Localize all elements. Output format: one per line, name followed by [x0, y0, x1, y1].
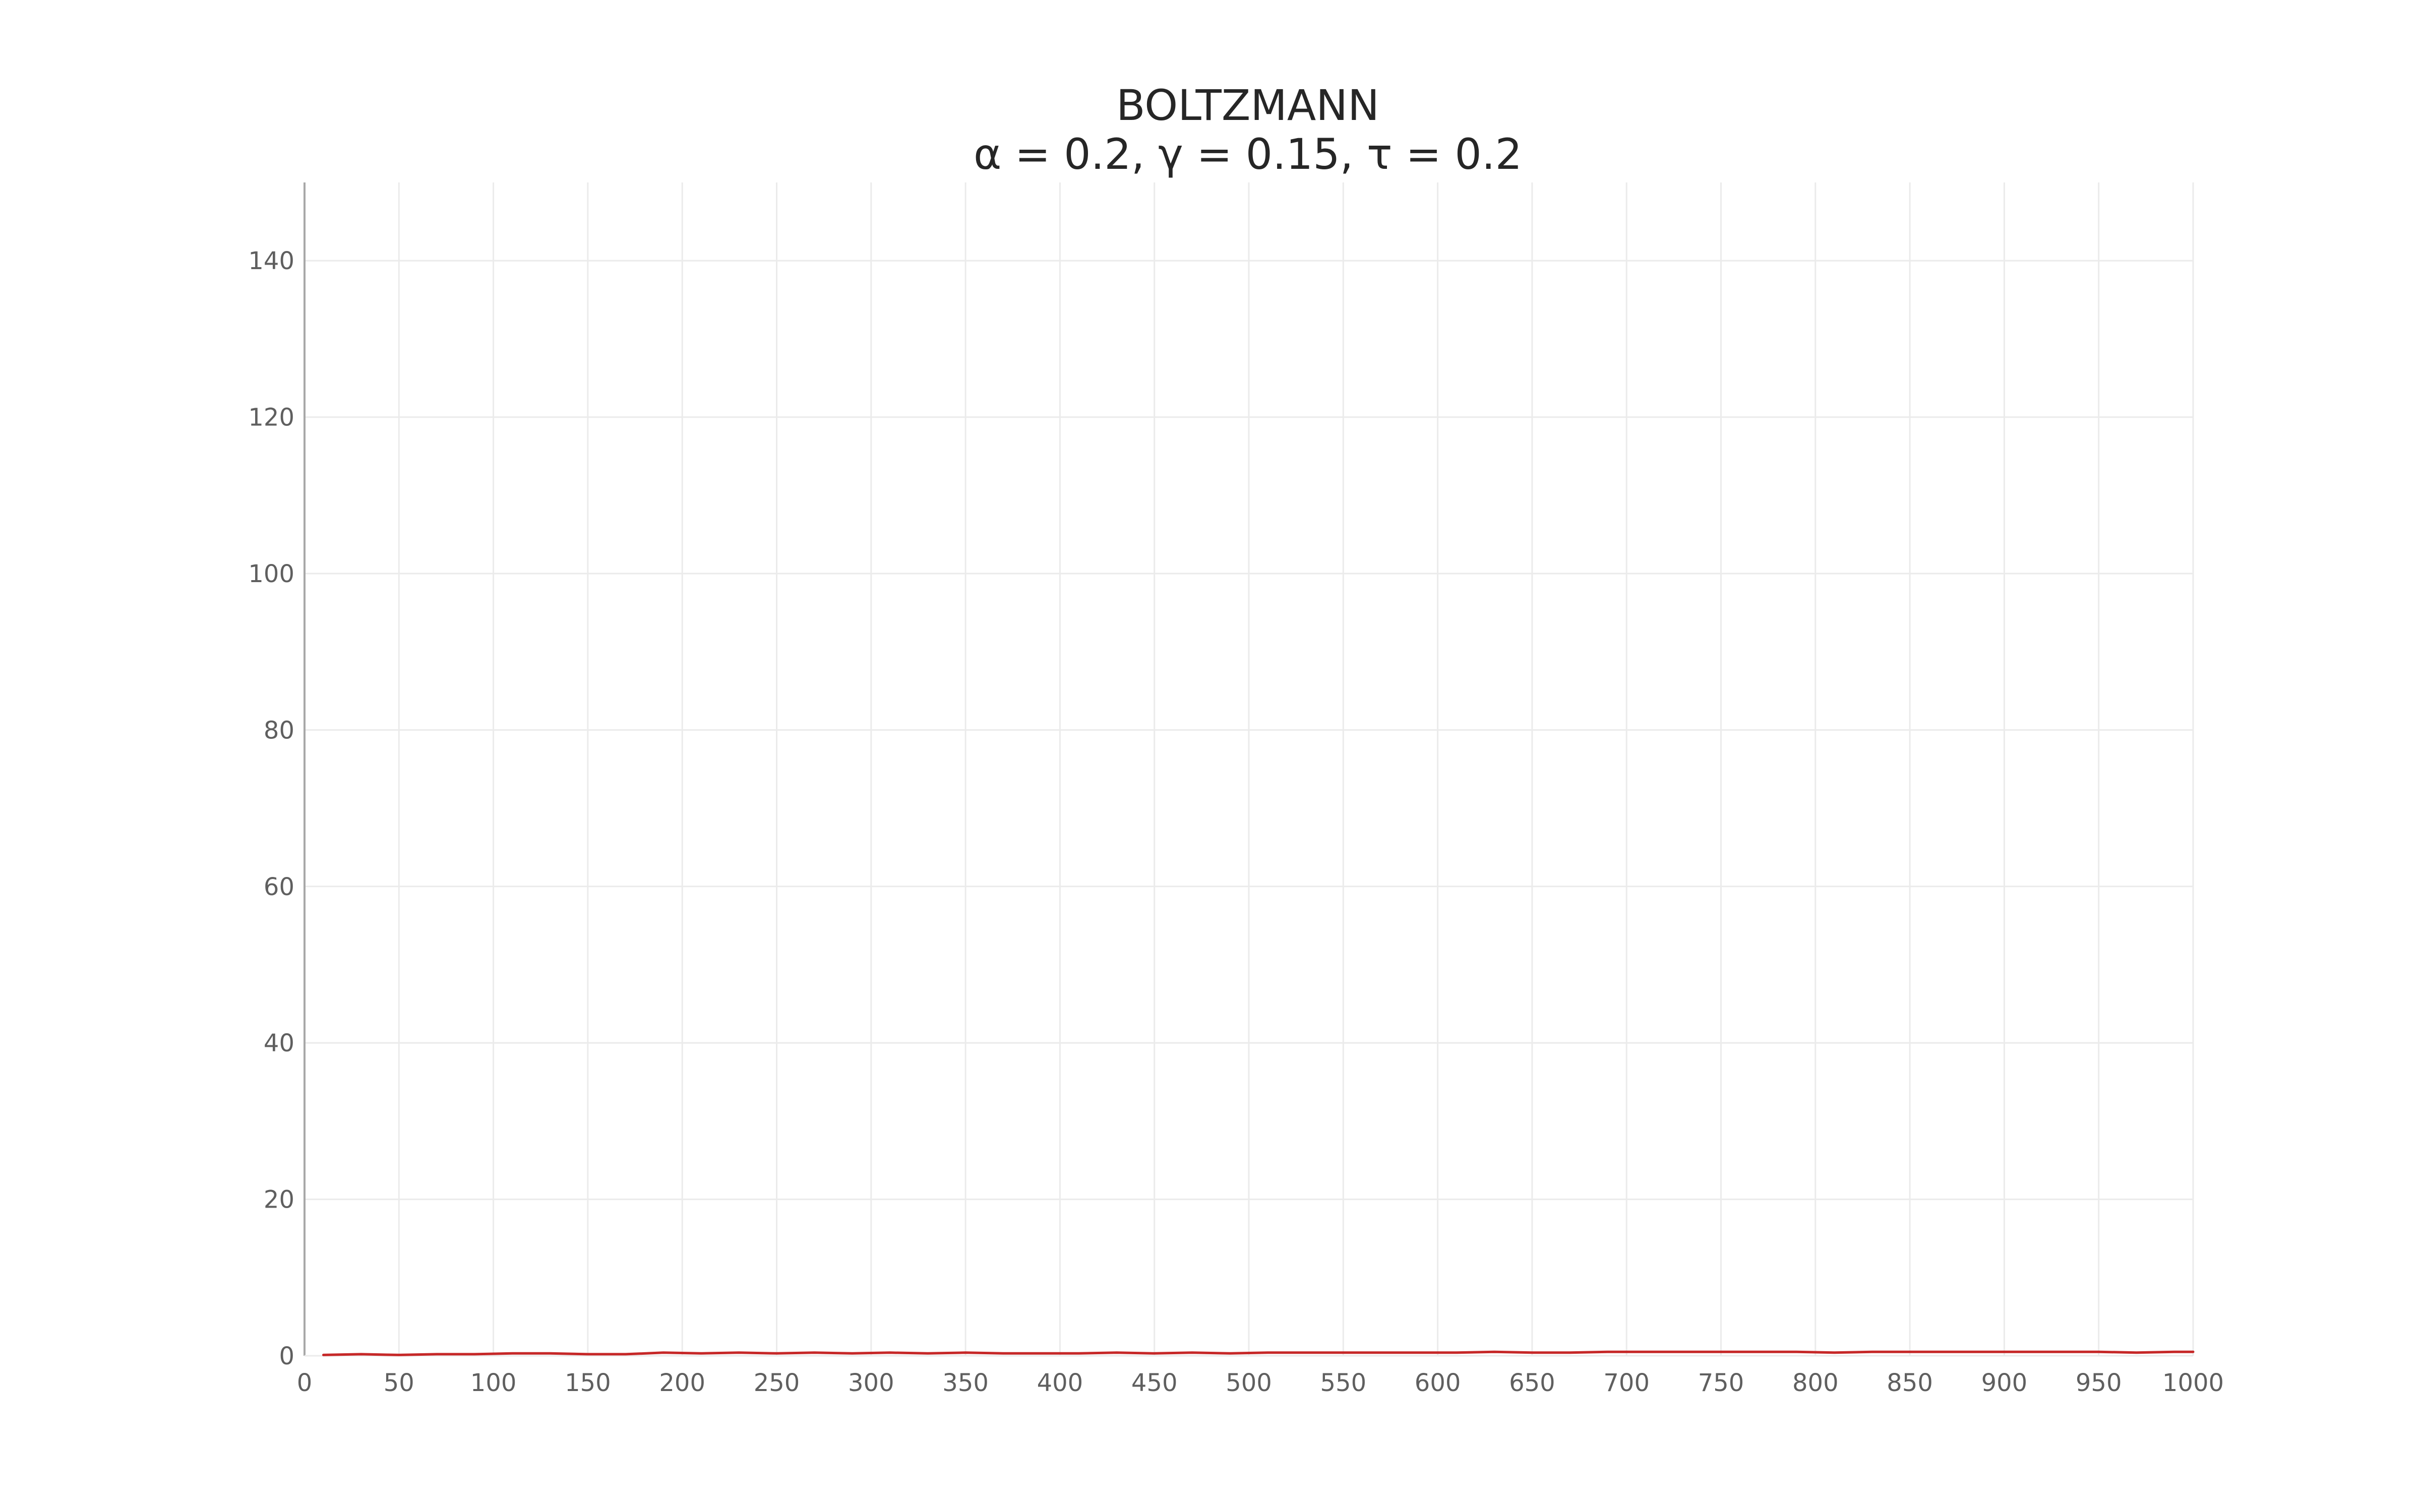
series-layer — [322, 1350, 2195, 1356]
series-line — [322, 1350, 2195, 1356]
series-point — [1115, 1351, 1118, 1354]
series-point — [1456, 1351, 1458, 1354]
x-tick-label: 750 — [1698, 1369, 1744, 1397]
x-tick-label: 150 — [565, 1369, 611, 1397]
series-point — [927, 1352, 929, 1355]
y-tick-label: 40 — [264, 1029, 294, 1057]
series-point — [2097, 1351, 2100, 1353]
series-point — [2135, 1351, 2138, 1354]
y-tick-label: 120 — [248, 404, 294, 432]
series-point — [1909, 1351, 1911, 1353]
series-point — [2060, 1351, 2062, 1353]
x-tick-label: 500 — [1226, 1369, 1272, 1397]
series-point — [1682, 1351, 1684, 1353]
series-point — [1871, 1351, 1873, 1353]
series-point — [1720, 1351, 1722, 1353]
series-point — [1304, 1351, 1307, 1354]
series-point — [398, 1354, 400, 1356]
grid-lines — [305, 182, 2194, 1356]
x-tick-label: 600 — [1415, 1369, 1461, 1397]
x-tick-label: 250 — [754, 1369, 800, 1397]
series-point — [511, 1352, 514, 1355]
series-point — [1795, 1351, 1798, 1353]
series-point — [1531, 1351, 1533, 1354]
series-point — [738, 1351, 740, 1354]
x-tick-label: 650 — [1509, 1369, 1555, 1397]
x-tick-label: 0 — [297, 1369, 313, 1397]
series-point — [360, 1353, 362, 1355]
series-point — [624, 1353, 627, 1355]
y-tick-label: 80 — [264, 716, 294, 744]
series-point — [1984, 1351, 1986, 1353]
series-point — [322, 1354, 325, 1356]
x-tick-label: 400 — [1037, 1369, 1083, 1397]
series-point — [1153, 1352, 1156, 1355]
series-point — [2173, 1351, 2175, 1353]
y-tick-label: 140 — [248, 247, 294, 275]
x-tick-label: 900 — [1981, 1369, 2028, 1397]
series-point — [851, 1352, 854, 1355]
series-point — [700, 1352, 702, 1355]
x-tick-label: 300 — [848, 1369, 894, 1397]
series-point — [473, 1353, 476, 1355]
series-point — [964, 1351, 967, 1354]
x-tick-label: 950 — [2076, 1369, 2122, 1397]
y-tick-label: 0 — [279, 1342, 294, 1370]
x-axis-tick-labels: 0 50 100 150 200 250 300 350 400 450 500 550 600 650 7… — [297, 1369, 2224, 1397]
series-point — [662, 1351, 664, 1354]
series-point — [436, 1353, 438, 1355]
x-tick-label: 850 — [1887, 1369, 1933, 1397]
series-point — [775, 1352, 778, 1355]
series-point — [1002, 1352, 1005, 1355]
series-point — [1493, 1351, 1495, 1353]
series-point — [1229, 1352, 1231, 1355]
chart-title-text: BOLTZMANN — [1116, 81, 1379, 130]
chart-subtitle-text: α = 0.2, γ = 0.15, τ = 0.2 — [974, 130, 1522, 179]
x-tick-label: 550 — [1320, 1369, 1366, 1397]
series-point — [1077, 1352, 1080, 1355]
series-point — [813, 1351, 816, 1354]
x-tick-label: 450 — [1131, 1369, 1178, 1397]
y-tick-label: 60 — [264, 873, 294, 901]
series-point — [1266, 1351, 1269, 1354]
series-point — [1758, 1351, 1760, 1353]
series-point — [1342, 1351, 1345, 1354]
series-point — [1644, 1351, 1647, 1353]
series-point — [1191, 1351, 1193, 1354]
series-point — [586, 1353, 589, 1355]
y-axis-tick-labels: 0 20 40 60 80 100 120 140 — [248, 247, 294, 1370]
series-point — [1418, 1351, 1420, 1354]
x-tick-label: 50 — [384, 1369, 414, 1397]
series-point — [1380, 1351, 1382, 1354]
y-tick-label: 20 — [264, 1186, 294, 1214]
series-point — [1833, 1351, 1836, 1354]
series-point — [2022, 1351, 2024, 1353]
chart-title: BOLTZMANN α = 0.2, γ = 0.15, τ = 0.2 — [974, 81, 1522, 179]
x-tick-label: 200 — [659, 1369, 705, 1397]
x-tick-label: 700 — [1603, 1369, 1650, 1397]
series-point — [2192, 1351, 2194, 1353]
x-tick-label: 800 — [1792, 1369, 1839, 1397]
y-tick-label: 100 — [248, 560, 294, 588]
series-point — [549, 1352, 551, 1355]
x-tick-label: 100 — [470, 1369, 517, 1397]
x-tick-label: 1000 — [2162, 1369, 2224, 1397]
series-point — [889, 1351, 891, 1354]
series-point — [1568, 1351, 1571, 1354]
series-point — [1606, 1351, 1609, 1353]
series-point — [1040, 1352, 1042, 1355]
series-point — [1947, 1351, 1949, 1353]
x-tick-label: 350 — [942, 1369, 989, 1397]
axes — [304, 182, 2193, 1357]
